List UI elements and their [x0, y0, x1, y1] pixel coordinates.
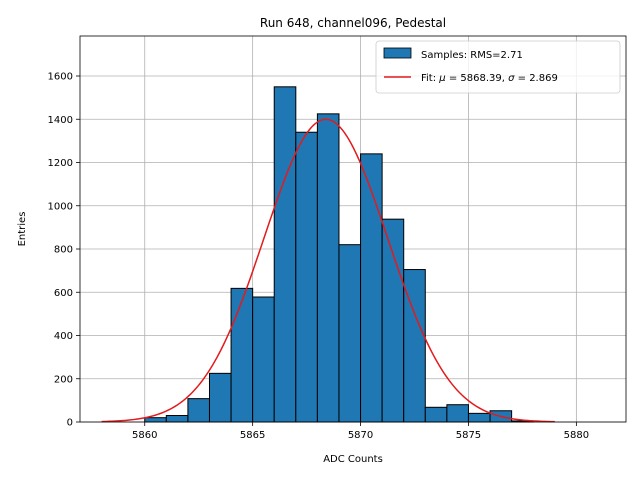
y-tick-label: 1200 [48, 158, 73, 169]
histogram-bar [316, 113, 340, 423]
legend-fit-mu-symbol: μ [438, 73, 445, 84]
y-tick-label: 0 [67, 418, 73, 429]
histogram-bar [165, 415, 189, 423]
histogram-bar [295, 131, 318, 423]
histogram-bar [187, 398, 210, 423]
y-tick-label: 1600 [48, 72, 73, 83]
x-axis-ticks: 5860 5865 5870 5875 5880 [132, 422, 589, 441]
x-tick-label: 5875 [456, 430, 481, 441]
histogram-bar [230, 287, 254, 423]
legend-samples-label: Samples: RMS=2.71 [421, 50, 523, 61]
legend-fit-mu-value: = 5868.39, [446, 73, 508, 84]
histogram-bar [467, 412, 491, 423]
x-axis-label: ADC Counts [323, 454, 383, 465]
histogram-bar [381, 218, 405, 423]
y-axis-label: Entries [17, 212, 28, 247]
x-tick-label: 5865 [240, 430, 265, 441]
legend-fit-label: Fit: μ = 5868.39, σ = 2.869 [421, 73, 558, 84]
plot-frame [79, 35, 627, 423]
x-tick-label: 5880 [564, 430, 589, 441]
y-tick-label: 1400 [48, 115, 73, 126]
histogram-bar [208, 372, 232, 423]
histogram-bar [446, 404, 469, 423]
x-tick-label: 5860 [132, 430, 157, 441]
fit-curve-group [101, 118, 555, 423]
histogram-bar [144, 417, 167, 423]
legend-fit-sigma-value: = 2.869 [514, 73, 557, 84]
histogram-bar [338, 244, 362, 423]
y-tick-label: 600 [54, 288, 73, 299]
legend-fit-sigma-symbol: σ [508, 73, 515, 84]
y-tick-label: 200 [54, 374, 73, 385]
histogram-bar [273, 86, 297, 423]
y-tick-label: 400 [54, 331, 73, 342]
histogram-bar [424, 406, 448, 423]
histogram-bar [252, 296, 275, 423]
y-tick-label: 800 [54, 245, 73, 256]
legend-box [375, 40, 621, 94]
y-tick-label: 1000 [48, 201, 73, 212]
legend: Samples: RMS=2.71 Fit: μ = 5868.39, σ = … [375, 40, 621, 94]
histogram-bar [360, 153, 383, 423]
histogram-bars [144, 86, 534, 423]
gaussian-fit-curve [101, 118, 555, 423]
legend-fit-prefix: Fit: [421, 73, 439, 84]
legend-samples-swatch [383, 47, 412, 59]
x-tick-label: 5870 [348, 430, 373, 441]
chart-title: Run 648, channel096, Pedestal [260, 16, 446, 30]
y-axis-ticks: 0 200 400 600 800 1000 1200 1400 1600 [48, 72, 80, 429]
